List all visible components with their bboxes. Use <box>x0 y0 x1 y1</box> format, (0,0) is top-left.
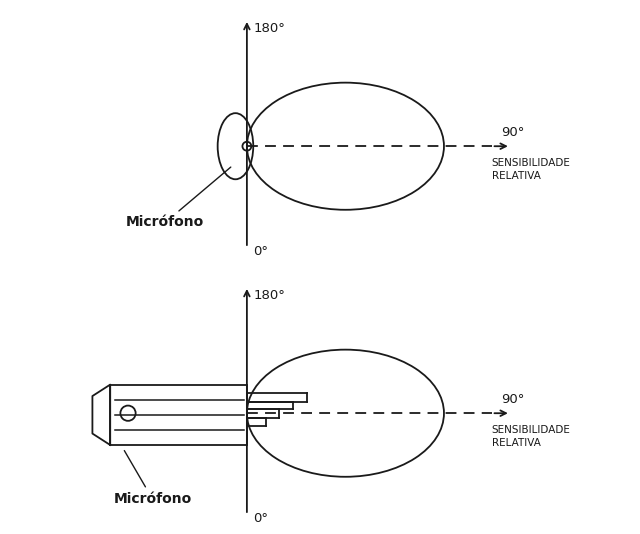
Text: 180°: 180° <box>253 289 285 302</box>
Text: 90°: 90° <box>501 392 525 406</box>
Text: SENSIBILIDADE
RELATIVA: SENSIBILIDADE RELATIVA <box>492 425 570 448</box>
Text: 180°: 180° <box>253 22 285 35</box>
Text: 0°: 0° <box>253 245 268 258</box>
Text: Micrófono: Micrófono <box>113 451 191 506</box>
Text: 90°: 90° <box>501 125 525 139</box>
Bar <box>110 384 247 445</box>
Text: Micrófono: Micrófono <box>126 167 231 230</box>
Text: SENSIBILIDADE
RELATIVA: SENSIBILIDADE RELATIVA <box>492 158 570 181</box>
Text: 0°: 0° <box>253 512 268 525</box>
